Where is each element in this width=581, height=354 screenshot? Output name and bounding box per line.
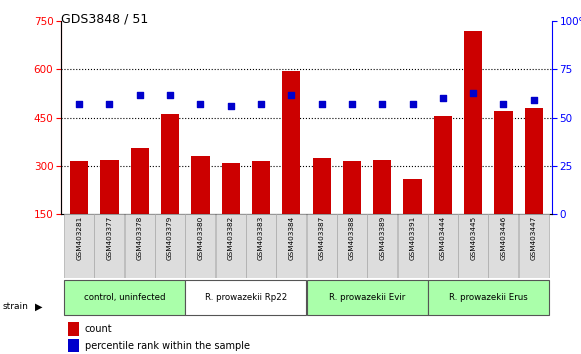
Point <box>347 101 357 107</box>
Text: GDS3848 / 51: GDS3848 / 51 <box>61 12 148 25</box>
Point <box>135 92 145 97</box>
Text: GSM403377: GSM403377 <box>106 216 113 260</box>
Text: percentile rank within the sample: percentile rank within the sample <box>85 341 250 350</box>
Bar <box>64 214 94 278</box>
Bar <box>489 214 518 278</box>
Bar <box>69 322 79 336</box>
Bar <box>155 214 185 278</box>
Bar <box>161 114 179 214</box>
Text: GSM403379: GSM403379 <box>167 216 173 260</box>
Point <box>105 101 114 107</box>
Point <box>499 101 508 107</box>
Bar <box>70 161 88 214</box>
Bar <box>367 214 397 278</box>
Point <box>166 92 175 97</box>
Text: GSM403378: GSM403378 <box>137 216 143 260</box>
Bar <box>464 31 482 214</box>
Bar <box>519 214 549 278</box>
Text: GSM403389: GSM403389 <box>379 216 385 260</box>
Bar <box>397 214 428 278</box>
Point <box>408 101 417 107</box>
Point <box>317 101 327 107</box>
Bar <box>101 160 119 214</box>
Point <box>74 101 84 107</box>
Text: GSM403388: GSM403388 <box>349 216 355 260</box>
Text: GSM403281: GSM403281 <box>76 216 82 260</box>
Bar <box>191 156 210 214</box>
Point <box>378 101 387 107</box>
Point <box>286 92 296 97</box>
Bar <box>525 108 543 214</box>
Point <box>226 103 235 109</box>
Text: count: count <box>85 324 112 333</box>
Bar <box>343 161 361 214</box>
Text: ▶: ▶ <box>35 302 42 312</box>
Text: R. prowazekii Erus: R. prowazekii Erus <box>449 293 528 302</box>
Point <box>256 101 266 107</box>
Text: GSM403382: GSM403382 <box>228 216 234 260</box>
Text: GSM403391: GSM403391 <box>410 216 415 260</box>
Bar <box>307 214 336 278</box>
Text: GSM403444: GSM403444 <box>440 216 446 260</box>
Bar <box>403 179 422 214</box>
Text: GSM403384: GSM403384 <box>288 216 295 260</box>
Text: R. prowazekii Rp22: R. prowazekii Rp22 <box>205 293 287 302</box>
Bar <box>277 214 306 278</box>
Bar <box>69 339 79 352</box>
Text: GSM403380: GSM403380 <box>198 216 203 260</box>
Text: GSM403447: GSM403447 <box>531 216 537 260</box>
Bar <box>458 214 488 278</box>
Bar <box>428 280 549 315</box>
Bar <box>185 214 216 278</box>
Bar <box>221 163 240 214</box>
Text: GSM403446: GSM403446 <box>500 216 507 260</box>
Bar <box>95 214 124 278</box>
Text: strain: strain <box>3 302 29 311</box>
Bar <box>64 280 185 315</box>
Bar <box>216 214 246 278</box>
Bar <box>313 158 331 214</box>
Bar <box>494 111 512 214</box>
Text: control, uninfected: control, uninfected <box>84 293 166 302</box>
Text: GSM403445: GSM403445 <box>470 216 476 260</box>
Bar <box>373 160 392 214</box>
Bar <box>337 214 367 278</box>
Bar <box>282 71 300 214</box>
Text: GSM403383: GSM403383 <box>258 216 264 260</box>
Bar <box>125 214 155 278</box>
Bar <box>307 280 428 315</box>
Bar <box>131 148 149 214</box>
Bar <box>434 116 452 214</box>
Bar <box>246 214 276 278</box>
Bar <box>428 214 458 278</box>
Point <box>438 96 447 101</box>
Bar <box>252 161 270 214</box>
Text: GSM403387: GSM403387 <box>318 216 325 260</box>
Point <box>529 97 539 103</box>
Point <box>468 90 478 96</box>
Text: R. prowazekii Evir: R. prowazekii Evir <box>329 293 405 302</box>
Point <box>196 101 205 107</box>
Bar <box>185 280 306 315</box>
